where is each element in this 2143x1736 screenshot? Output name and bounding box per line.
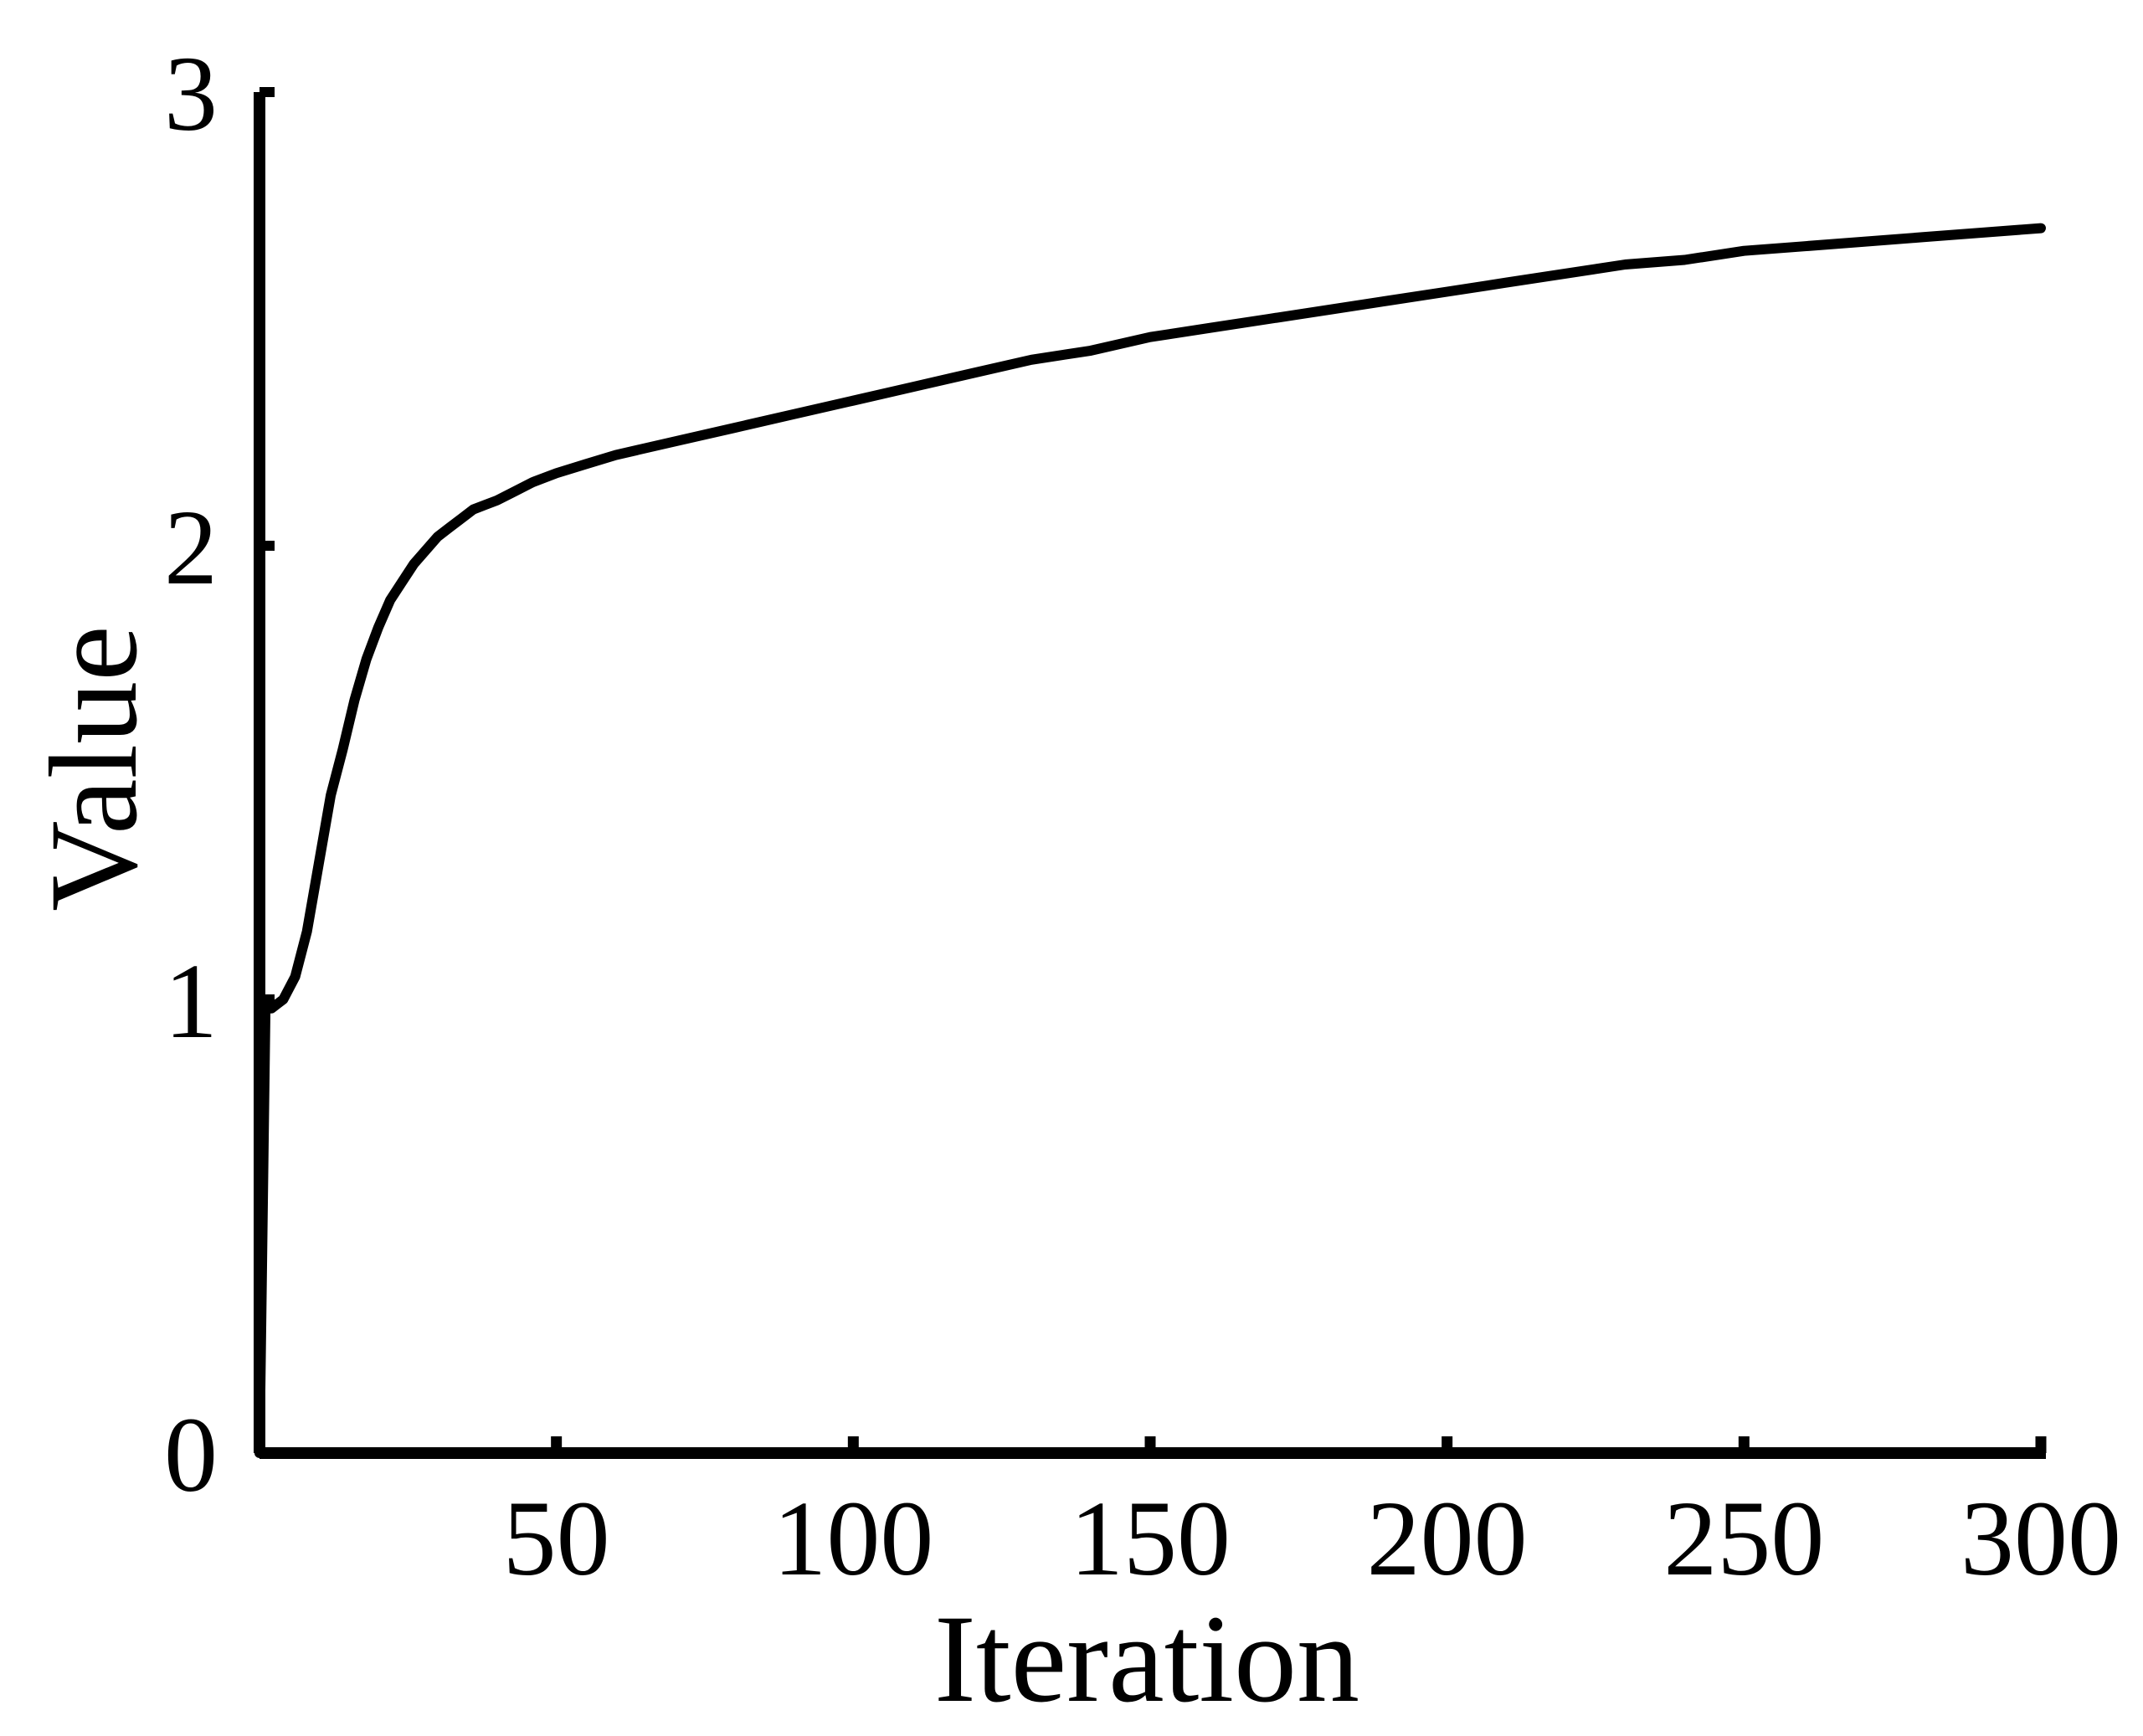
y-tick-label: 2 bbox=[164, 488, 218, 607]
x-tick-label: 50 bbox=[503, 1479, 610, 1598]
y-axis-title: Value bbox=[24, 625, 163, 912]
series-layer bbox=[254, 223, 2046, 1458]
y-tick-label: 0 bbox=[164, 1395, 218, 1514]
x-tick-label: 250 bbox=[1663, 1479, 1824, 1598]
x-tick-label: 300 bbox=[1961, 1479, 2121, 1598]
x-tick-label: 150 bbox=[1070, 1479, 1231, 1598]
y-tick-label: 1 bbox=[164, 942, 218, 1061]
axes-layer bbox=[254, 92, 2046, 1459]
series-line bbox=[254, 223, 2046, 1458]
x-tick-label: 100 bbox=[773, 1479, 933, 1598]
y-tick-label: 3 bbox=[164, 34, 218, 153]
ticks-layer bbox=[260, 87, 2047, 1458]
labels-layer: 50 100 150 200 250 300 0 1 2 3 bbox=[164, 34, 2121, 1598]
x-tick-label: 200 bbox=[1367, 1479, 1528, 1598]
x-axis-title: Iteration bbox=[934, 1590, 1359, 1728]
